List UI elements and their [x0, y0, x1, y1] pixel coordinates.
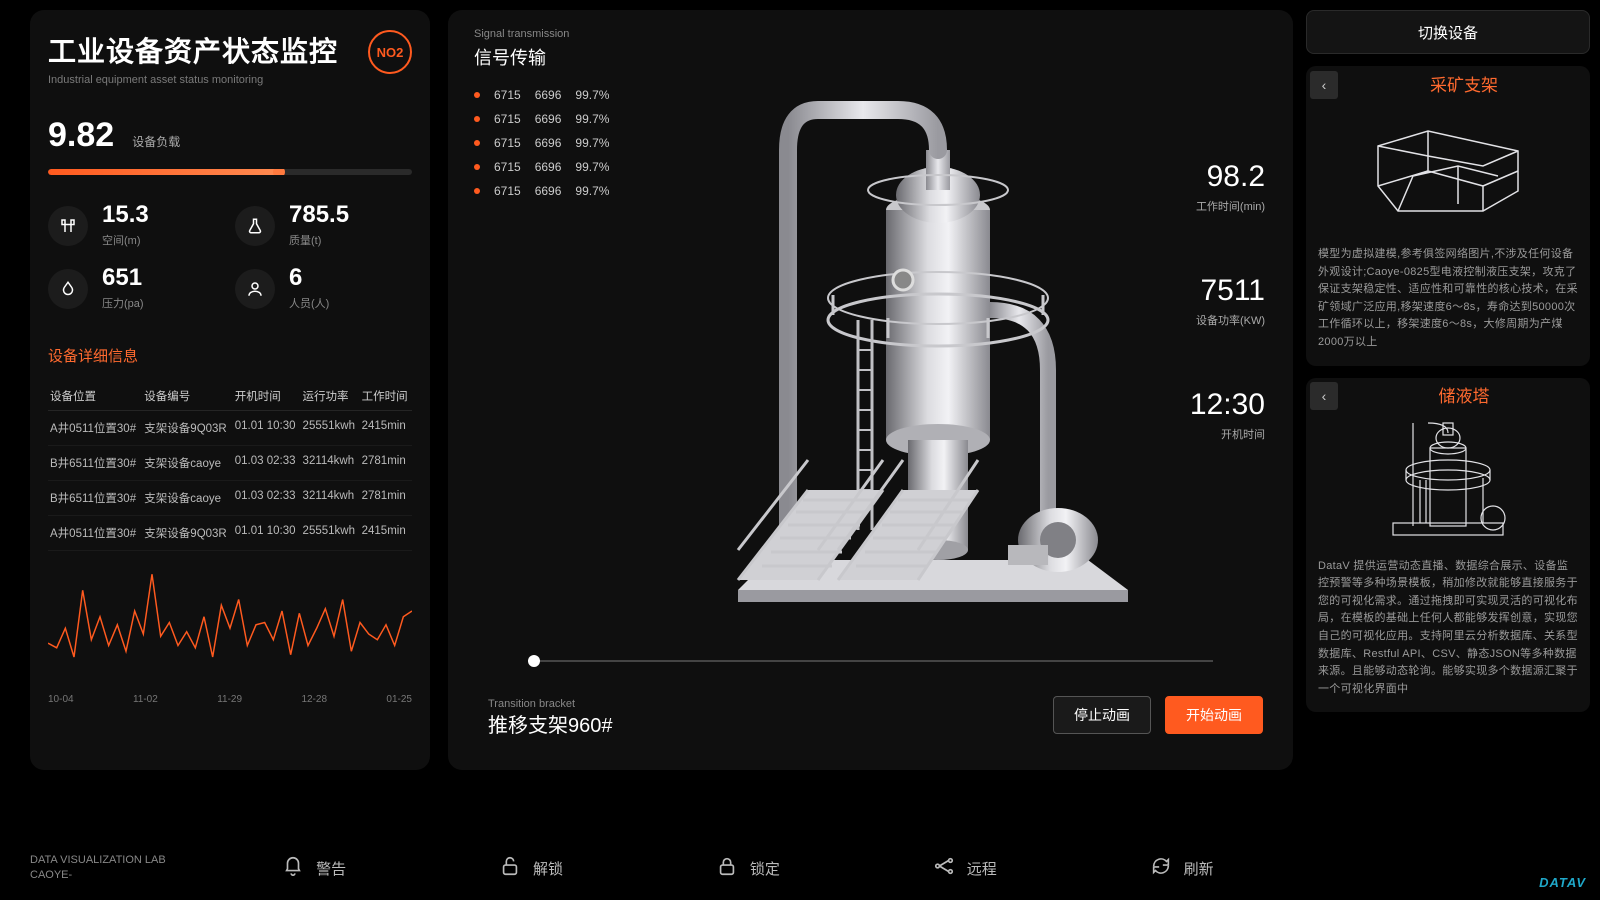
transition-title: 推移支架960#: [488, 709, 613, 738]
bottom-item-label: 刷新: [1184, 858, 1214, 879]
lab-line2: CAOYE-: [30, 868, 166, 883]
dot-icon: [474, 164, 480, 170]
card-description: DataV 提供运营动态直播、数据综合展示、设备监控预警等多种场景模板，稍加修改…: [1306, 554, 1590, 703]
bottom-unlock-button[interactable]: 解锁: [499, 855, 563, 881]
no2-badge: NO2: [368, 30, 412, 74]
bottom-remote-button[interactable]: 远程: [933, 855, 997, 881]
card-thumbnail: [1316, 106, 1580, 236]
gate-icon: [48, 206, 88, 246]
metric-value: 651: [102, 266, 144, 290]
table-header: 设备编号: [142, 382, 232, 411]
device-card[interactable]: ‹ 采矿支架 模型为虚拟建模,参考俱签网络图片,不涉及任何设备外观设计;Caoy…: [1306, 66, 1590, 366]
bottom-item-label: 锁定: [750, 858, 780, 879]
stat-value: 98.2: [1145, 160, 1265, 194]
stat-label: 开机时间: [1145, 426, 1265, 442]
load-value: 9.82: [48, 116, 114, 155]
datav-logo: DATAV: [1539, 875, 1586, 890]
chart-x-label: 11-02: [133, 694, 158, 705]
card-thumbnail: [1316, 418, 1580, 548]
table-row[interactable]: A井0511位置30#支架设备9Q03R 01.01 10:3025551kwh…: [48, 516, 412, 551]
metric-label: 空间(m): [102, 232, 149, 248]
left-panel: 工业设备资产状态监控 Industrial equipment asset st…: [30, 10, 430, 770]
dot-icon: [474, 92, 480, 98]
chart-x-label: 10-04: [48, 694, 74, 705]
signal-title: 信号传输: [474, 44, 1267, 70]
chart-x-label: 01-25: [386, 694, 412, 705]
table-row[interactable]: A井0511位置30#支架设备9Q03R 01.01 10:3025551kwh…: [48, 411, 412, 446]
equipment-3d[interactable]: [648, 70, 1208, 630]
bottom-lock-button[interactable]: 锁定: [716, 855, 780, 881]
refresh-icon: [1150, 855, 1172, 881]
metric-gate: 15.3 空间(m): [48, 203, 225, 248]
person-icon: [235, 269, 275, 309]
detail-title: 设备详细信息: [48, 345, 412, 366]
metric-label: 质量(t): [289, 232, 349, 248]
metric-value: 785.5: [289, 203, 349, 227]
lock-icon: [716, 855, 738, 881]
metric-label: 压力(pa): [102, 295, 144, 311]
bottom-item-label: 警告: [316, 858, 346, 879]
bottom-refresh-button[interactable]: 刷新: [1150, 855, 1214, 881]
stat-label: 工作时间(min): [1145, 198, 1265, 214]
device-card[interactable]: ‹ 储液塔 DataV 提供运营动态直播、数据综合展示、设备监控预警等多种场景模…: [1306, 378, 1590, 713]
metric-value: 6: [289, 266, 329, 290]
start-animation-button[interactable]: 开始动画: [1165, 696, 1263, 734]
page-subtitle: Industrial equipment asset status monito…: [48, 74, 338, 86]
detail-table: 设备位置设备编号开机时间运行功率工作时间 A井0511位置30#支架设备9Q03…: [48, 382, 412, 551]
card-title: 储液塔: [1338, 382, 1590, 407]
table-header: 设备位置: [48, 382, 142, 411]
page-title: 工业设备资产状态监控: [48, 30, 338, 70]
signal-subtitle: Signal transmission: [474, 28, 1267, 40]
table-header: 运行功率: [301, 382, 360, 411]
stat-value: 12:30: [1145, 388, 1265, 422]
bottom-item-label: 解锁: [533, 858, 563, 879]
metric-drop: 651 压力(pa): [48, 266, 225, 311]
metric-label: 人员(人): [289, 295, 329, 311]
dot-icon: [474, 140, 480, 146]
card-title: 采矿支架: [1338, 71, 1590, 96]
stat-block: 98.2 工作时间(min): [1145, 160, 1265, 214]
stat-block: 7511 设备功率(KW): [1145, 274, 1265, 328]
chart-x-label: 12-28: [301, 694, 327, 705]
stop-animation-button[interactable]: 停止动画: [1053, 696, 1151, 734]
lab-line1: DATA VISUALIZATION LAB: [30, 853, 166, 868]
chevron-left-icon[interactable]: ‹: [1310, 71, 1338, 99]
unlock-icon: [499, 855, 521, 881]
bottom-bar: DATA VISUALIZATION LAB CAOYE- 警告 解锁 锁定 远…: [30, 844, 1290, 892]
switch-device-button[interactable]: 切换设备: [1306, 10, 1590, 54]
flask-icon: [235, 206, 275, 246]
dot-icon: [474, 188, 480, 194]
table-header: 工作时间: [360, 382, 412, 411]
center-panel: Signal transmission 信号传输 6715669699.7% 6…: [448, 10, 1293, 770]
chevron-left-icon[interactable]: ‹: [1310, 382, 1338, 410]
table-row[interactable]: B井6511位置30#支架设备caoye 01.03 02:3332114kwh…: [48, 481, 412, 516]
load-label: 设备负载: [132, 133, 180, 150]
remote-icon: [933, 855, 955, 881]
bottom-alert-button[interactable]: 警告: [282, 855, 346, 881]
metric-value: 15.3: [102, 203, 149, 227]
chart-x-label: 11-29: [217, 694, 242, 705]
table-row[interactable]: B井6511位置30#支架设备caoye 01.03 02:3332114kwh…: [48, 446, 412, 481]
dot-icon: [474, 116, 480, 122]
metric-flask: 785.5 质量(t): [235, 203, 412, 248]
drop-icon: [48, 269, 88, 309]
stat-label: 设备功率(KW): [1145, 312, 1265, 328]
table-header: 开机时间: [233, 382, 301, 411]
stat-block: 12:30 开机时间: [1145, 388, 1265, 442]
metric-person: 6 人员(人): [235, 266, 412, 311]
alert-icon: [282, 855, 304, 881]
card-description: 模型为虚拟建模,参考俱签网络图片,不涉及任何设备外观设计;Caoye-0825型…: [1306, 242, 1590, 356]
timeline-slider[interactable]: [528, 660, 1213, 662]
trend-chart: 10-04 11-02 11-29 12-28 01-25: [48, 565, 412, 705]
stat-value: 7511: [1145, 274, 1265, 308]
bottom-item-label: 远程: [967, 858, 997, 879]
load-progress[interactable]: [48, 169, 412, 175]
right-sidebar: 切换设备 ‹ 采矿支架 模型为虚拟建模,参考俱签网络图片,不涉及任何设备外观设计…: [1306, 10, 1590, 870]
